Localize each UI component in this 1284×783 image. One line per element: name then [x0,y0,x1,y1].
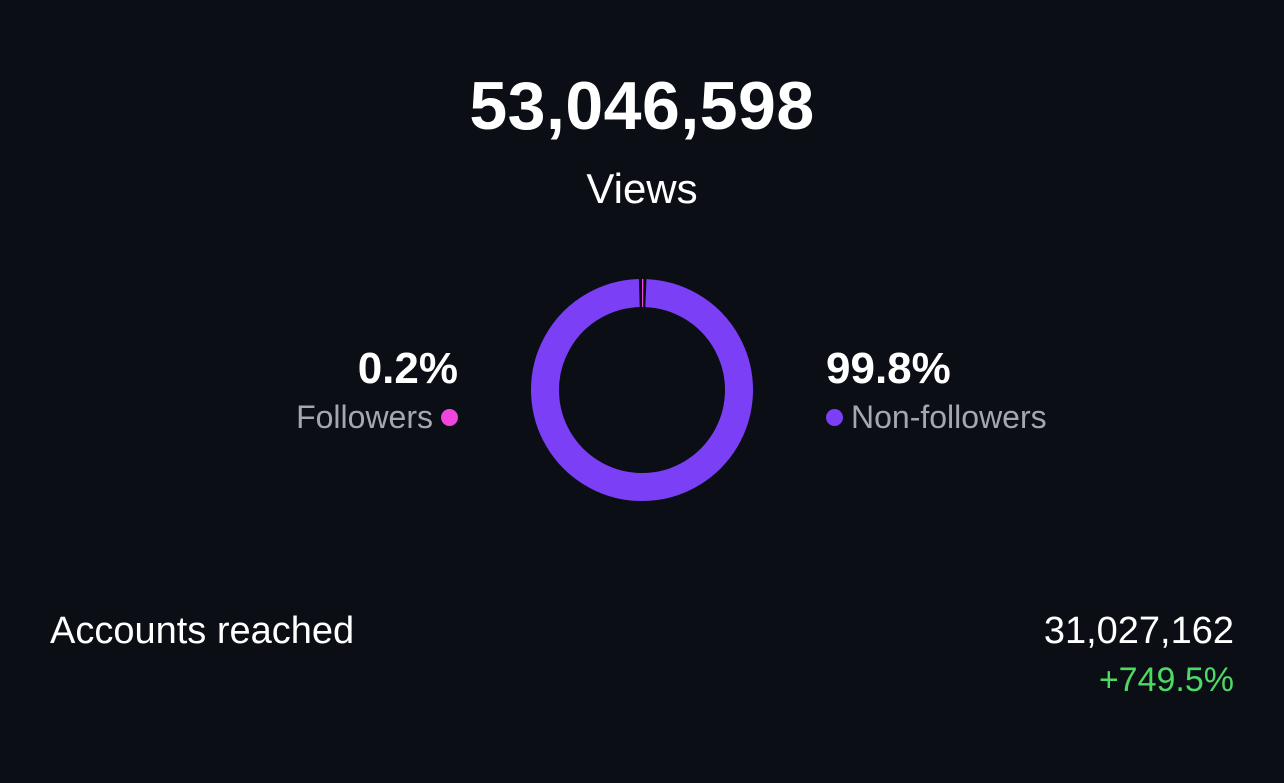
views-label: Views [586,165,698,212]
followers-label: Followers [296,399,433,435]
followers-dot-icon [441,408,458,426]
followers-percent: 0.2% [357,344,458,393]
non-followers-label: Non-followers [851,399,1047,435]
accounts-reached-change: +749.5% [1098,661,1234,699]
non-followers-percent: 99.8% [826,344,951,393]
followers-legend: Followers [296,395,458,439]
accounts-reached-label: Accounts reached [50,610,355,652]
views-total: 53,046,598 [469,68,815,144]
donut-segment-non-followers [531,279,753,501]
followers-stat: 0.2% Followers [296,343,458,439]
views-donut-chart [531,279,753,501]
accounts-reached-value: 31,027,162 [1043,610,1234,652]
non-followers-dot-icon [826,408,843,426]
non-followers-legend: Non-followers [826,395,1047,439]
non-followers-stat: 99.8% Non-followers [826,343,1047,439]
